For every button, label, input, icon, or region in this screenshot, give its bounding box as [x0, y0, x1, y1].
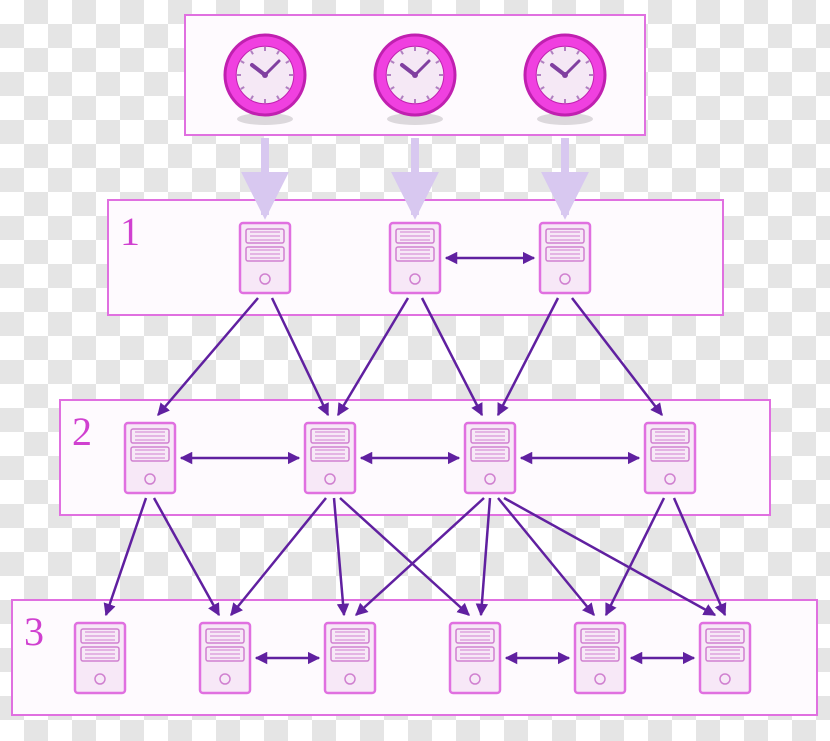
server-icon	[325, 623, 375, 693]
server-icon	[465, 423, 515, 493]
stratum-label: 2	[72, 409, 92, 454]
server-icon	[575, 623, 625, 693]
server-icon	[200, 623, 250, 693]
server-icon	[450, 623, 500, 693]
server-icon	[240, 223, 290, 293]
server-icon	[540, 223, 590, 293]
stratum-label: 1	[120, 209, 140, 254]
stratum-label: 3	[24, 609, 44, 654]
server-icon	[75, 623, 125, 693]
server-icon	[125, 423, 175, 493]
server-icon	[305, 423, 355, 493]
ntp-stratum-diagram: 1 2 3	[0, 0, 830, 741]
server-icon	[700, 623, 750, 693]
stratum-box	[12, 600, 817, 715]
server-icon	[390, 223, 440, 293]
server-icon	[645, 423, 695, 493]
